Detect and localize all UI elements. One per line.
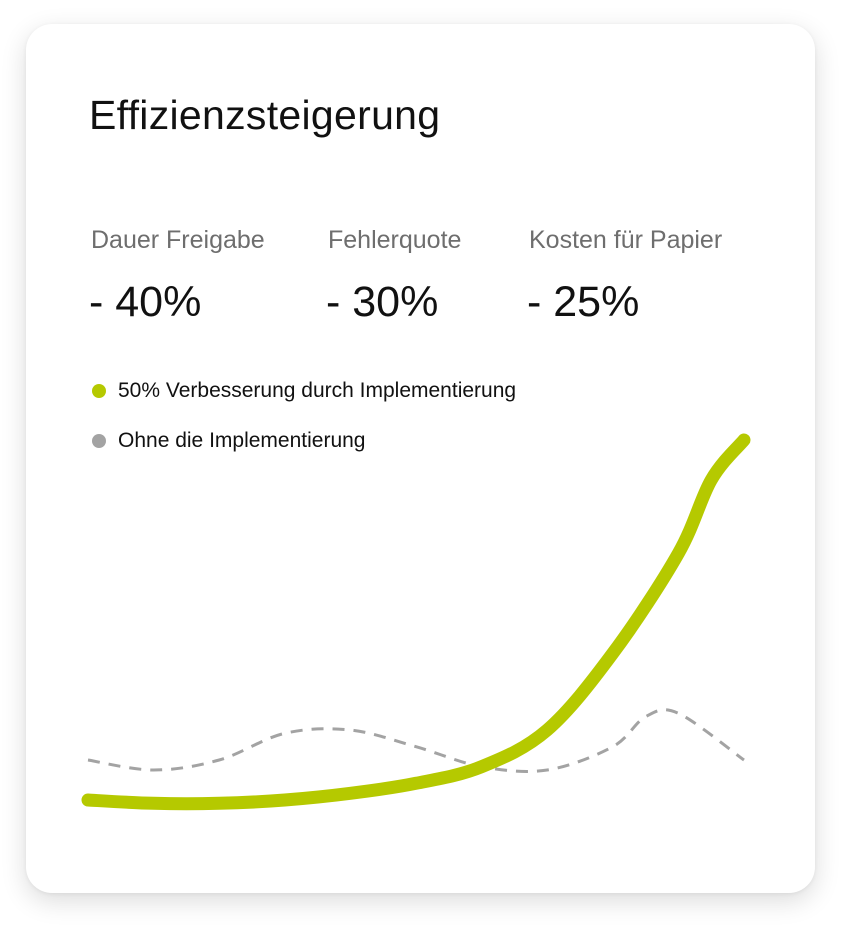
stat-label-fehlerquote: Fehlerquote xyxy=(328,226,462,254)
stat-value-fehlerquote: - 30% xyxy=(326,278,439,326)
series-line-verbesserung xyxy=(81,433,751,811)
card-title: Effizienzsteigerung xyxy=(89,92,441,138)
legend-label-baseline: Ohne die Implementierung xyxy=(118,429,366,452)
series-line-ohne-implementierung xyxy=(87,708,745,773)
legend-item-improvement: 50% Verbesserung durch Implementierung xyxy=(92,379,516,403)
line-chart xyxy=(81,433,751,811)
stat-label-dauer-freigabe: Dauer Freigabe xyxy=(91,226,265,254)
stat-label-kosten-papier: Kosten für Papier xyxy=(529,226,723,254)
legend-label-improvement: 50% Verbesserung durch Implementierung xyxy=(118,379,517,402)
legend-item-baseline: Ohne die Implementierung xyxy=(92,429,365,453)
efficiency-card: Effizienzsteigerung Dauer Freigabe - 40%… xyxy=(26,24,815,893)
legend-dot-improvement-icon xyxy=(92,384,106,398)
stat-value-kosten-papier: - 25% xyxy=(527,278,640,326)
stat-value-dauer-freigabe: - 40% xyxy=(89,278,202,326)
legend-dot-baseline-icon xyxy=(92,434,106,448)
